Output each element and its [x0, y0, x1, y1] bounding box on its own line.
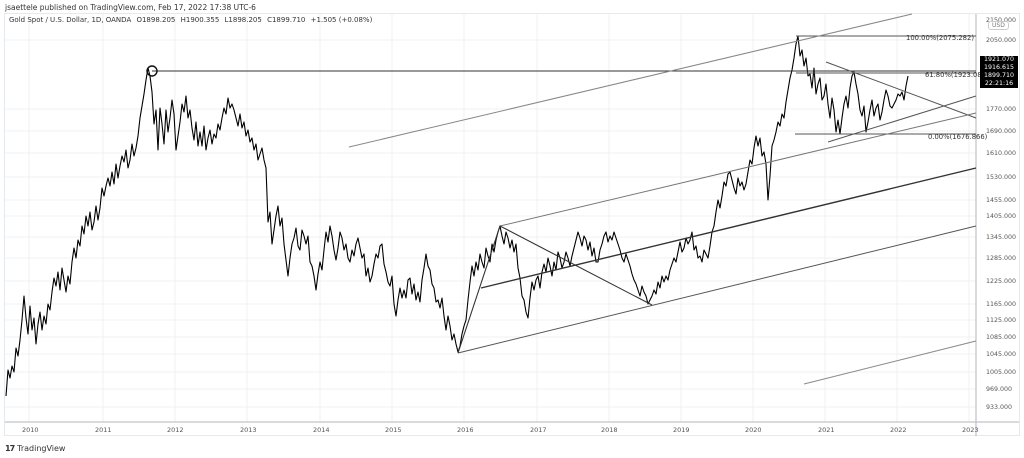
time-tick: 2011	[95, 426, 112, 434]
ohlc-high: H1900.355	[180, 16, 220, 24]
grid-horizontal	[5, 39, 976, 408]
time-tick: 2015	[385, 426, 402, 434]
time-axis[interactable]: 2010 2011 2012 2013 2014 2015 2016 2017 …	[22, 426, 979, 434]
time-tick: 2014	[313, 426, 330, 434]
price-tick: 1225.000	[986, 278, 1016, 285]
price-tick: 1085.000	[986, 334, 1016, 341]
pitchfork-median-line[interactable]	[480, 167, 977, 289]
time-tick: 2017	[530, 426, 547, 434]
time-tick: 2019	[673, 426, 690, 434]
bar-countdown: 22:21:16	[980, 80, 1018, 88]
ohlc-open: O1898.205	[136, 16, 176, 24]
fib-100-label: 100.00%(2075.282)	[906, 34, 974, 42]
symbol-name: Gold Spot / U.S. Dollar, 1D, OANDA	[9, 16, 132, 24]
price-tick-top: 2150.000	[986, 17, 1016, 24]
price-tick: 1345.000	[986, 234, 1016, 241]
grid-vertical	[28, 14, 970, 422]
time-tick: 2023	[962, 426, 979, 434]
fib-0-label: 0.00%(1676.866)	[928, 133, 988, 141]
channel-upper-line[interactable]	[348, 13, 913, 148]
price-tick: 1530.000	[986, 174, 1016, 181]
fib-618-label: 61.80%(1923.087)	[925, 71, 989, 79]
price-tick: 1285.000	[986, 255, 1016, 262]
price-tag-last: 1899.710	[980, 72, 1018, 80]
ohlc-low: L1898.205	[224, 16, 262, 24]
time-tick: 2022	[890, 426, 907, 434]
price-tick: 1690.000	[986, 128, 1016, 135]
price-tick: 2050.000	[986, 37, 1016, 44]
channel-lower-line[interactable]	[457, 225, 977, 354]
price-change: +1.505 (+0.08%)	[310, 16, 373, 24]
pitchfork-handle-line[interactable]	[457, 225, 501, 354]
tradingview-mark-icon: 17	[5, 444, 15, 453]
price-tick: 969.000	[986, 386, 1012, 393]
triangle-lower-line[interactable]	[827, 95, 977, 143]
price-tick: 933.000	[986, 404, 1012, 411]
triangle-upper-line[interactable]	[825, 61, 977, 119]
time-tick: 2012	[167, 426, 184, 434]
currency-badge[interactable]: USD	[988, 21, 1009, 30]
price-tick: 1405.000	[986, 213, 1016, 220]
channel-bottom-line[interactable]	[803, 340, 977, 385]
time-tick: 2020	[745, 426, 762, 434]
ohlc-close: C1899.710	[267, 16, 306, 24]
high-marker-circle[interactable]	[146, 65, 158, 77]
time-tick: 2021	[818, 426, 835, 434]
price-tick: 1610.000	[986, 150, 1016, 157]
price-axis[interactable]: 2150.000 2050.000 1770.000 1690.000 1610…	[986, 17, 1016, 411]
time-tick: 2018	[601, 426, 618, 434]
price-line	[5, 35, 909, 397]
price-tick: 1455.000	[986, 197, 1016, 204]
price-tick: 1125.000	[986, 317, 1016, 324]
publisher-line: jsaettele published on TradingView.com, …	[5, 3, 256, 12]
price-tick: 1165.000	[986, 301, 1016, 308]
tradingview-brand: TradingView	[17, 444, 66, 453]
time-tick: 2016	[457, 426, 474, 434]
time-tick: 2010	[22, 426, 39, 434]
pitchfork-swing-line[interactable]	[499, 225, 653, 306]
chart-frame[interactable]	[4, 13, 1020, 436]
symbol-legend[interactable]: Gold Spot / U.S. Dollar, 1D, OANDA O1898…	[9, 16, 375, 24]
channel-mid-upper-line[interactable]	[499, 112, 977, 227]
price-tag-high-line: 1921.070	[980, 56, 1018, 64]
price-tick: 1770.000	[986, 106, 1016, 113]
price-tag-fib-line: 1916.615	[980, 64, 1018, 72]
time-tick: 2013	[240, 426, 257, 434]
tradingview-logo[interactable]: 17 TradingView	[5, 444, 65, 453]
price-tick: 1045.000	[986, 351, 1016, 358]
price-tick: 1005.000	[986, 369, 1016, 376]
